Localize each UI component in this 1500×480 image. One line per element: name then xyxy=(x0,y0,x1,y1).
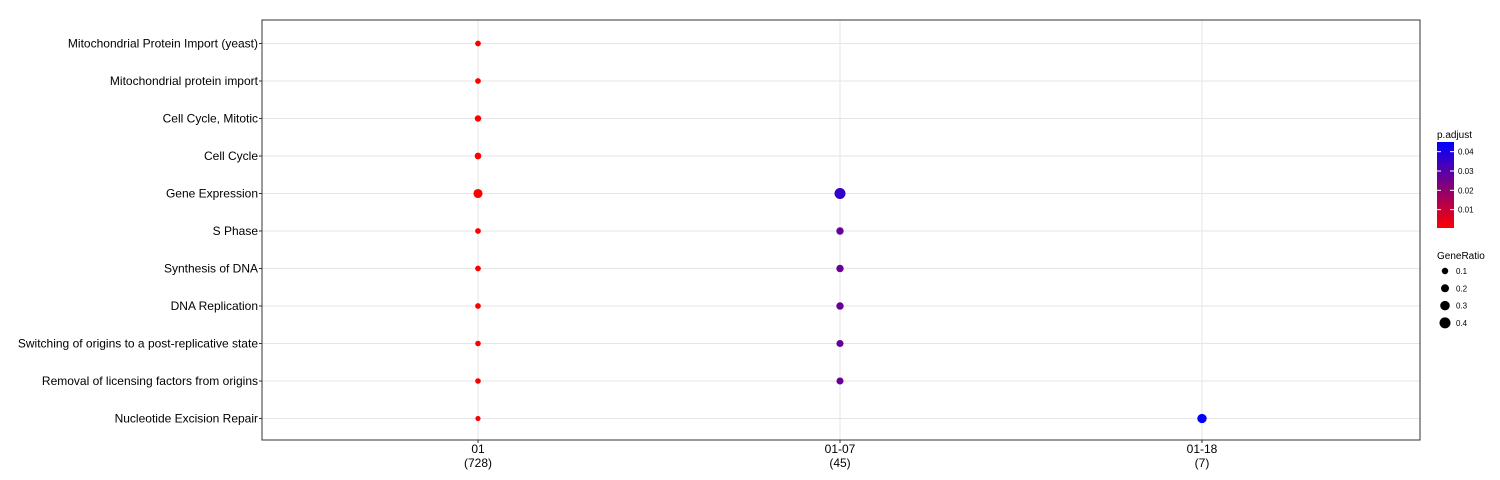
data-point xyxy=(836,227,844,235)
data-point xyxy=(475,40,481,47)
y-tick-label: Removal of licensing factors from origin… xyxy=(42,374,258,388)
plot-panel-border xyxy=(261,19,1421,441)
size-legend-title: GeneRatio xyxy=(1437,251,1485,262)
size-legend-label: 0.4 xyxy=(1456,319,1468,328)
data-point xyxy=(475,78,481,84)
y-tick-label: Gene Expression xyxy=(166,187,258,201)
data-point xyxy=(834,188,846,199)
y-tick-label: Mitochondrial protein import xyxy=(110,74,259,88)
color-legend-tick-label: 0.02 xyxy=(1458,186,1474,195)
color-legend-tick-label: 0.04 xyxy=(1458,148,1474,157)
x-axis: 01(728) 01-07(45) 01-18(7) xyxy=(464,440,1218,470)
size-legend-key xyxy=(1439,317,1451,329)
size-legend: GeneRatio 0.1 0.2 0.3 0.4 xyxy=(1437,251,1485,329)
data-point xyxy=(475,265,481,272)
y-tick-label: Cell Cycle xyxy=(204,149,258,163)
data-point xyxy=(836,264,844,273)
data-point xyxy=(475,340,481,347)
data-point xyxy=(475,378,481,384)
data-point xyxy=(474,115,482,122)
y-tick-label: Synthesis of DNA xyxy=(164,262,258,276)
data-point xyxy=(475,303,481,309)
data-point xyxy=(836,339,844,348)
color-legend-bar xyxy=(1437,142,1454,228)
x-tick-count-label: (7) xyxy=(1195,456,1210,470)
color-legend-title: p.adjust xyxy=(1437,130,1472,141)
data-point xyxy=(1197,413,1207,424)
data-point xyxy=(836,377,844,385)
data-point xyxy=(475,415,481,422)
data-point xyxy=(473,188,483,199)
x-tick-count-label: (728) xyxy=(464,456,492,470)
y-tick-label: S Phase xyxy=(213,224,259,238)
size-legend-label: 0.3 xyxy=(1456,302,1468,311)
size-legend-key xyxy=(1440,300,1450,311)
data-point xyxy=(475,228,481,234)
data-point xyxy=(836,302,844,310)
x-tick-label: 01 xyxy=(471,442,485,456)
size-legend-label: 0.1 xyxy=(1456,267,1468,276)
y-tick-label: DNA Replication xyxy=(171,299,258,313)
x-tick-label: 01-07 xyxy=(825,442,856,456)
size-legend-label: 0.2 xyxy=(1456,284,1468,293)
y-tick-label: Nucleotide Excision Repair xyxy=(115,412,258,426)
color-legend-tick-label: 0.03 xyxy=(1458,167,1474,176)
color-legend: p.adjust 0.01 0.02 0.03 0.04 xyxy=(1437,130,1474,228)
data-points xyxy=(473,40,1207,424)
color-legend-tick-label: 0.01 xyxy=(1458,206,1474,215)
x-tick-label: 01-18 xyxy=(1187,442,1218,456)
data-point xyxy=(474,152,482,160)
y-tick-label: Switching of origins to a post-replicati… xyxy=(18,337,258,351)
size-legend-key xyxy=(1441,284,1449,293)
y-tick-label: Mitochondrial Protein Import (yeast) xyxy=(68,37,258,51)
x-tick-count-label: (45) xyxy=(829,456,850,470)
size-legend-key xyxy=(1441,267,1449,275)
y-tick-label: Cell Cycle, Mitotic xyxy=(163,112,258,126)
y-axis: Mitochondrial Protein Import (yeast) Mito… xyxy=(18,37,262,426)
